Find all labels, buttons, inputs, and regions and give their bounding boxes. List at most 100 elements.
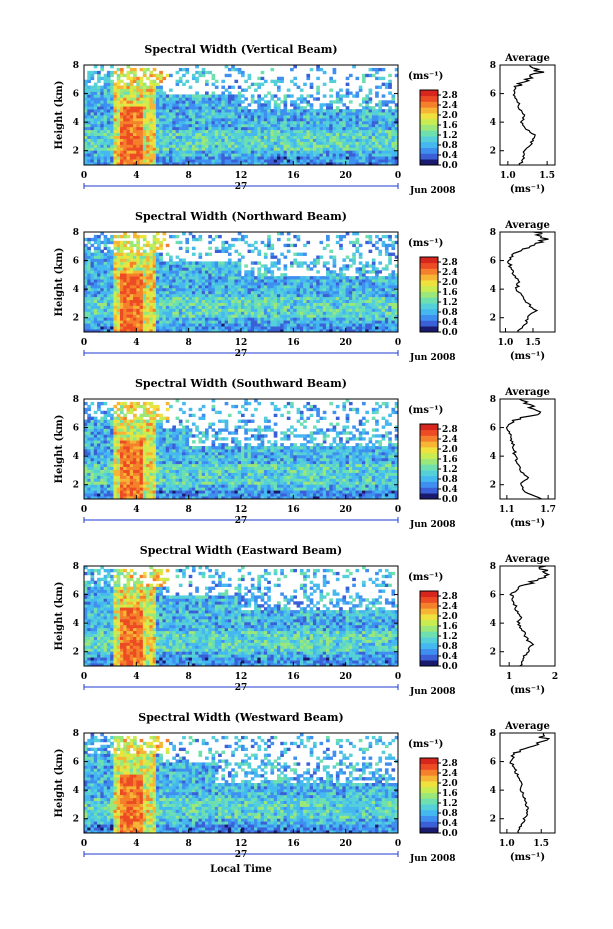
- colorbar-swatch: [420, 660, 438, 667]
- date-label: 27: [235, 349, 248, 359]
- y-axis: 2 4 6 8: [73, 729, 398, 825]
- y-tick-label: 6: [73, 591, 79, 601]
- colorbar-swatch: [420, 118, 438, 125]
- colorbar-swatch: [420, 608, 438, 615]
- average-y-tick-label: 6: [490, 758, 496, 768]
- colorbar-tick-label: 1.6: [442, 789, 458, 799]
- average-y-tick-label: 8: [490, 228, 496, 238]
- colorbar-swatch: [420, 308, 438, 315]
- x-tick-label: 8: [186, 839, 192, 849]
- y-tick-label: 4: [73, 118, 79, 128]
- date-label: 27: [235, 683, 248, 693]
- colorbar-swatch: [420, 493, 438, 500]
- colorbar-tick-label: 1.6: [442, 455, 458, 465]
- colorbar-swatch: [420, 107, 438, 114]
- colorbar-swatch: [420, 792, 438, 799]
- average-y-tick-label: 6: [490, 591, 496, 601]
- y-axis: 2 4 6 8: [73, 562, 398, 658]
- colorbar-swatch: [420, 786, 438, 793]
- colorbar-tick-label: 1.2: [442, 298, 458, 308]
- average-profile-line: [512, 64, 545, 166]
- colorbar-swatch: [420, 763, 438, 770]
- colorbar-swatch: [420, 326, 438, 333]
- colorbar-swatch: [420, 458, 438, 465]
- colorbar-tick-label: 0.8: [442, 642, 458, 652]
- average-x-tick-label: 1: [506, 672, 512, 682]
- colorbar-swatch: [420, 159, 438, 166]
- average-title: Average: [504, 53, 550, 64]
- y-axis: 2 4 6 8: [73, 228, 398, 324]
- y-axis: 2 4 6 8: [73, 61, 398, 157]
- average-title: Average: [504, 721, 550, 732]
- colorbar-swatch: [420, 147, 438, 154]
- colorbar-swatch: [420, 637, 438, 644]
- average-y-tick-label: 2: [490, 147, 496, 157]
- colorbar-tick-label: 2.0: [442, 612, 458, 622]
- x-tick-label: 4: [133, 672, 139, 682]
- average-x-tick-label: 1.1: [499, 505, 515, 515]
- panel-1: Spectral Width (Northward Beam) 2 4 6 8 Heigh…: [54, 210, 556, 363]
- y-tick-label: 8: [73, 562, 79, 572]
- colorbar-tick-label: 0.8: [442, 308, 458, 318]
- colorbar-unit: (ms⁻¹): [408, 572, 443, 583]
- colorbar-tick-label: 2.8: [442, 91, 458, 101]
- colorbar-tick-label: 2.8: [442, 258, 458, 268]
- colorbar-swatch: [420, 452, 438, 459]
- month-label: Jun 2008: [409, 186, 456, 196]
- colorbar-tick-label: 0.0: [442, 328, 458, 338]
- colorbar: (ms⁻¹) 0.00.40.81.21.62.02.42.8: [408, 739, 458, 839]
- colorbar-swatch: [420, 268, 438, 275]
- average-y-tick-label: 4: [490, 619, 496, 629]
- date-label: 27: [235, 516, 248, 526]
- colorbar-tick-label: 0.4: [442, 318, 458, 328]
- colorbar-tick-label: 0.4: [442, 819, 458, 829]
- colorbar-swatch: [420, 153, 438, 160]
- y-tick-label: 4: [73, 786, 79, 796]
- average-y-tick-label: 6: [490, 90, 496, 100]
- y-tick-label: 8: [73, 729, 79, 739]
- average-x-tick-label: 1.0: [498, 338, 514, 348]
- x-tick-label: 16: [287, 839, 300, 849]
- average-title: Average: [504, 387, 550, 398]
- y-tick-label: 6: [73, 257, 79, 267]
- colorbar-tick-label: 0.4: [442, 485, 458, 495]
- colorbar-tick-label: 1.6: [442, 288, 458, 298]
- x-tick-label: 20: [339, 505, 352, 515]
- colorbar-swatch: [420, 815, 438, 822]
- x-tick-label: 0: [81, 505, 87, 515]
- average-profile-line: [509, 732, 551, 834]
- colorbar-swatch: [420, 614, 438, 621]
- heatmap-cells: [84, 733, 399, 834]
- average-x-label: (ms⁻¹): [510, 685, 545, 696]
- x-tick-label: 16: [287, 672, 300, 682]
- month-label: Jun 2008: [409, 353, 456, 363]
- x-tick-label: 8: [186, 505, 192, 515]
- x-tick-label: 4: [133, 505, 139, 515]
- y-axis-label: Height (km): [54, 582, 65, 651]
- average-x-label: (ms⁻¹): [510, 852, 545, 863]
- x-axis: 0 4 8 12 16 20 0: [81, 495, 401, 515]
- y-axis: 2 4 6 8: [73, 395, 398, 491]
- colorbar: (ms⁻¹) 0.00.40.81.21.62.02.42.8: [408, 405, 458, 505]
- colorbar-swatch: [420, 481, 438, 488]
- colorbar-swatch: [420, 475, 438, 482]
- heatmap-cells: [84, 566, 399, 667]
- colorbar-swatch: [420, 602, 438, 609]
- colorbar-swatch: [420, 124, 438, 131]
- x-tick-label: 0: [395, 839, 401, 849]
- y-tick-label: 2: [73, 648, 79, 658]
- colorbar-tick-label: 2.8: [442, 759, 458, 769]
- average-y-tick-label: 4: [490, 285, 496, 295]
- y-tick-label: 8: [73, 395, 79, 405]
- colorbar-tick-label: 1.2: [442, 131, 458, 141]
- panel-3: Spectral Width (Eastward Beam) 2 4 6 8 Height…: [54, 544, 558, 697]
- average-x-label: (ms⁻¹): [510, 184, 545, 195]
- average-frame: [499, 732, 556, 834]
- x-tick-label: 4: [133, 171, 139, 181]
- x-tick-label: 20: [339, 672, 352, 682]
- colorbar-swatch: [420, 435, 438, 442]
- colorbar-tick-label: 0.8: [442, 475, 458, 485]
- average-y-tick-label: 2: [490, 815, 496, 825]
- date-label: 27: [235, 850, 248, 860]
- colorbar-tick-label: 2.8: [442, 592, 458, 602]
